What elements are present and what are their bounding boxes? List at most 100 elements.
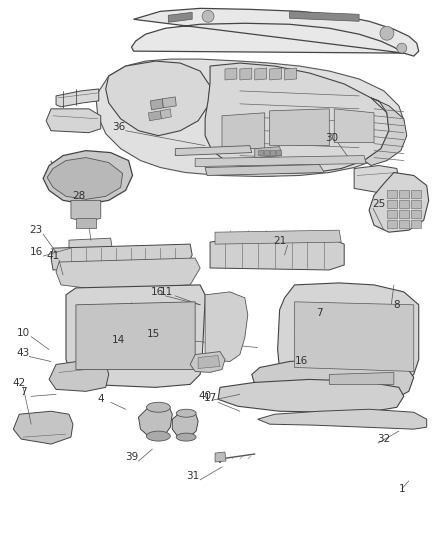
Polygon shape [276,150,281,155]
Polygon shape [387,200,397,208]
Polygon shape [190,352,225,373]
Text: 25: 25 [372,199,385,209]
Polygon shape [354,166,399,192]
Text: 23: 23 [29,225,43,235]
Polygon shape [258,409,427,429]
Text: 7: 7 [316,308,323,318]
Ellipse shape [146,431,170,441]
Polygon shape [198,356,220,368]
Polygon shape [131,9,419,56]
Text: 32: 32 [377,434,391,444]
Polygon shape [285,68,297,80]
Text: 43: 43 [17,348,30,358]
Polygon shape [411,220,421,228]
Text: 40: 40 [198,391,212,401]
Text: 15: 15 [147,329,160,338]
Polygon shape [278,283,419,387]
Text: 17: 17 [203,393,217,403]
Text: 41: 41 [46,251,60,261]
Polygon shape [255,147,282,158]
Text: 14: 14 [112,335,125,345]
Polygon shape [270,68,282,80]
Text: 39: 39 [125,452,138,462]
Text: 7: 7 [20,387,27,397]
Circle shape [397,43,407,53]
Polygon shape [138,405,172,436]
Polygon shape [364,98,407,166]
Polygon shape [160,109,171,119]
Polygon shape [329,373,394,384]
Text: 28: 28 [72,191,85,201]
Text: 16: 16 [151,287,164,297]
Text: 42: 42 [13,378,26,389]
Ellipse shape [146,402,170,412]
Polygon shape [252,358,414,402]
Polygon shape [106,61,210,136]
Polygon shape [51,244,192,270]
Polygon shape [205,63,389,173]
Polygon shape [334,109,374,143]
Polygon shape [162,97,176,108]
Polygon shape [175,146,252,156]
Polygon shape [258,150,263,155]
Polygon shape [150,99,163,110]
Polygon shape [13,411,73,444]
Polygon shape [71,200,101,222]
Polygon shape [76,302,195,369]
Polygon shape [411,190,421,198]
Text: 16: 16 [295,356,308,366]
Polygon shape [255,68,267,80]
Polygon shape [49,360,109,391]
Polygon shape [168,12,192,22]
Polygon shape [96,59,404,176]
Polygon shape [270,109,329,146]
Polygon shape [387,211,397,218]
Polygon shape [66,285,205,387]
Polygon shape [264,150,268,155]
Polygon shape [148,111,161,121]
Text: 1: 1 [399,484,405,494]
Polygon shape [290,11,359,21]
Polygon shape [399,220,409,228]
Ellipse shape [176,409,196,417]
Text: 16: 16 [29,247,43,257]
Polygon shape [205,292,248,361]
Polygon shape [399,190,409,198]
Circle shape [202,10,214,22]
Polygon shape [56,89,99,107]
Polygon shape [46,109,101,133]
Polygon shape [215,452,226,462]
Polygon shape [411,200,421,208]
Text: 11: 11 [160,287,173,297]
Text: 10: 10 [17,328,30,337]
Polygon shape [270,150,275,155]
Polygon shape [69,238,113,254]
Text: 36: 36 [112,122,125,132]
Polygon shape [56,258,200,290]
Text: 21: 21 [273,236,286,246]
Polygon shape [225,68,237,80]
Circle shape [380,26,394,40]
Polygon shape [240,68,252,80]
Polygon shape [47,158,123,199]
Polygon shape [294,302,414,372]
Polygon shape [399,211,409,218]
Polygon shape [411,211,421,218]
Polygon shape [222,113,265,149]
Polygon shape [43,151,133,204]
Polygon shape [369,173,429,232]
Text: 31: 31 [187,471,200,481]
Polygon shape [399,200,409,208]
Text: 4: 4 [97,394,104,405]
Polygon shape [387,190,397,198]
Polygon shape [215,230,341,244]
Polygon shape [205,165,324,175]
Polygon shape [218,379,404,412]
Ellipse shape [176,433,196,441]
Polygon shape [172,412,198,437]
Polygon shape [387,220,397,228]
Text: 30: 30 [325,133,338,143]
Polygon shape [210,236,344,270]
Text: 8: 8 [394,300,400,310]
Polygon shape [195,156,366,166]
